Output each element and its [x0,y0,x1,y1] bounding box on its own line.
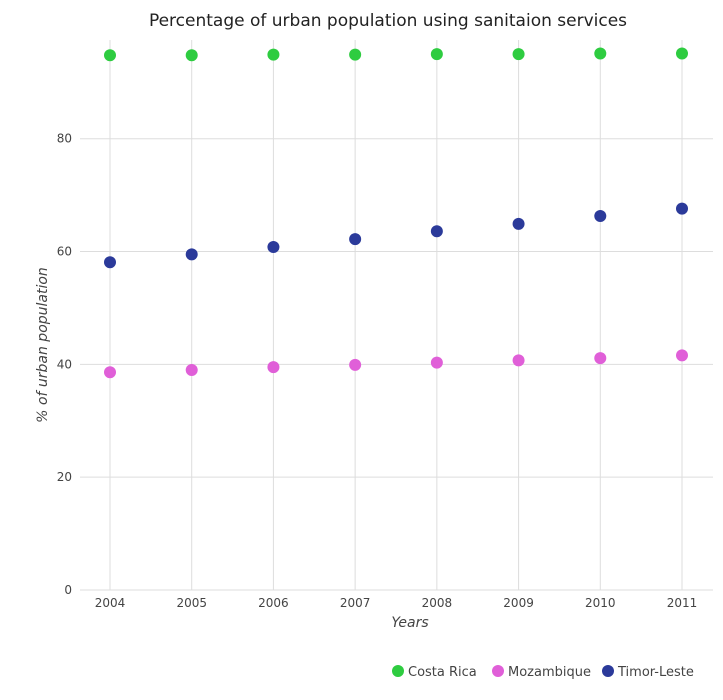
data-point [512,48,525,61]
data-point [594,210,607,222]
series-mozambique [104,349,688,379]
x-tick-label: 2006 [258,596,289,610]
chart-title: Percentage of urban population using san… [149,11,627,31]
x-tick-label: 2008 [422,596,453,610]
legend-label: Costa Rica [408,665,477,680]
data-point [185,49,198,62]
plot-background [80,40,713,590]
y-axis-ticks: 0 20 40 60 80 [57,132,72,597]
plot-area [80,40,713,591]
x-tick-label: 2007 [340,596,371,610]
legend-label: Mozambique [508,665,591,680]
legend-marker [492,665,504,677]
x-tick-label: 2005 [176,596,207,610]
y-tick-label: 80 [57,132,72,146]
series-costa-rica [104,47,688,62]
y-tick-label: 60 [57,245,72,259]
data-point [676,202,688,215]
legend-marker [602,665,614,677]
data-point [267,241,280,254]
series-timor-leste [104,202,688,269]
data-point [185,248,198,261]
x-tick-label: 2011 [667,596,698,610]
data-point [349,358,362,371]
data-point [349,48,362,61]
data-point [676,47,688,60]
data-point [512,217,525,230]
y-tick-label: 0 [64,583,72,597]
data-point [594,352,607,365]
data-point [676,349,688,362]
y-tick-label: 20 [57,470,72,484]
x-axis-ticks: 2004 2005 2006 2007 2008 2009 2010 2011 [95,596,698,610]
data-point [267,361,280,374]
legend-item: Mozambique [492,665,591,680]
data-point [104,256,116,269]
data-point [512,354,525,367]
data-point [430,48,443,61]
data-point [594,47,607,60]
y-tick-label: 40 [57,357,72,371]
data-point [430,225,443,238]
data-point [104,49,116,62]
data-point [104,366,116,379]
legend: Costa Rica Mozambique Timor-Leste [392,665,694,680]
data-point [185,364,198,376]
data-point [430,356,443,369]
y-axis-label: % of urban population [35,267,51,423]
legend-item: Timor-Leste [602,665,694,680]
x-axis-label: Years [391,615,428,631]
data-point [349,233,362,246]
legend-marker [392,665,404,677]
x-tick-label: 2004 [95,596,126,610]
legend-label: Timor-Leste [617,665,694,680]
data-point [267,48,280,61]
legend-item: Costa Rica [392,665,477,680]
x-tick-label: 2010 [585,596,616,610]
x-tick-label: 2009 [503,596,534,610]
